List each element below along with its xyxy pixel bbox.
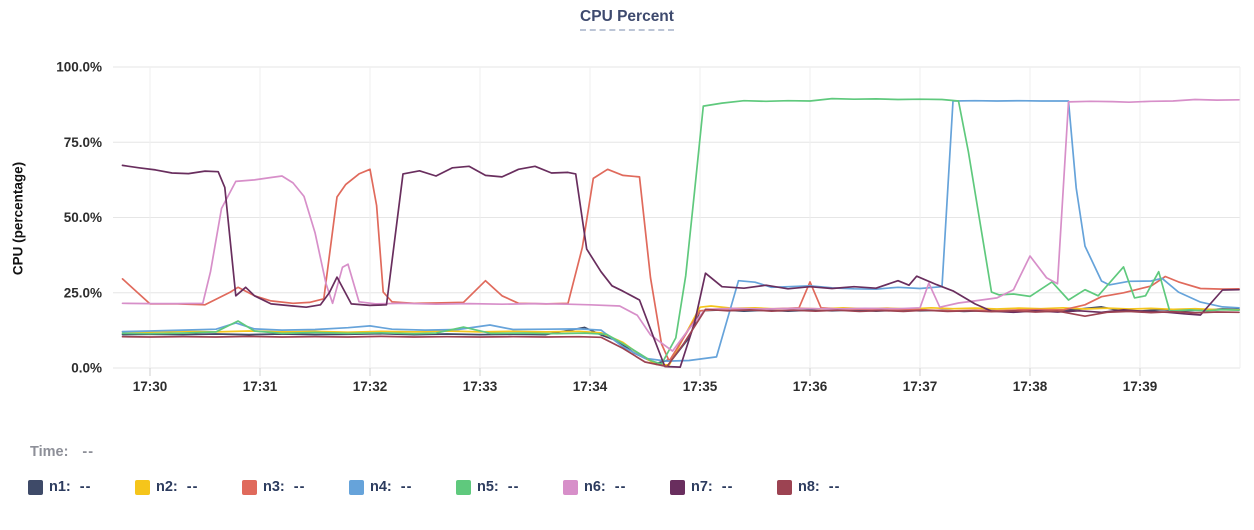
legend-label-n2: n2: — [156, 479, 178, 495]
x-tick-label: 17:32 — [353, 379, 388, 394]
y-tick-label: 0.0% — [71, 361, 102, 376]
legend-swatch-n1 — [28, 479, 43, 495]
x-tick-label: 17:37 — [903, 379, 938, 394]
legend-swatch-n7 — [670, 479, 685, 495]
time-readout-value: -- — [82, 444, 95, 460]
chart-title[interactable]: CPU Percent — [580, 8, 674, 31]
series-line-n8 — [121, 308, 1240, 368]
legend-swatch-n4 — [349, 479, 364, 495]
legend-swatch-n2 — [135, 479, 150, 495]
legend-label-n4: n4: — [370, 479, 392, 495]
legend-item-n8[interactable]: n8: -- — [777, 479, 868, 495]
legend-label-n3: n3: — [263, 479, 285, 495]
legend-label-n1: n1: — [49, 479, 71, 495]
legend-label-n8: n8: — [798, 479, 820, 495]
legend-value-n3: -- — [293, 479, 306, 495]
legend-label-n7: n7: — [691, 479, 713, 495]
legend-value-n6: -- — [614, 479, 627, 495]
time-readout-label: Time: — [30, 444, 69, 460]
chart-legend: n1: -- n2: -- n3: -- n4: -- n5: -- n6: -- n7: -- n8: -- — [28, 479, 884, 495]
legend-swatch-n8 — [777, 479, 792, 495]
series-line-n6 — [121, 98, 1240, 352]
legend-swatch-n3 — [242, 479, 257, 495]
legend-swatch-n5 — [456, 479, 471, 495]
series-line-n3 — [121, 168, 1240, 362]
legend-item-n2[interactable]: n2: -- — [135, 479, 226, 495]
chart-header: CPU Percent — [0, 8, 1254, 31]
x-tick-label: 17:39 — [1123, 379, 1158, 394]
legend-value-n7: -- — [721, 479, 734, 495]
y-tick-label: 75.0% — [64, 135, 102, 150]
x-tick-label: 17:36 — [793, 379, 828, 394]
legend-value-n8: -- — [828, 479, 841, 495]
x-axis: 17:30 17:31 17:32 17:33 17:34 17:35 17:36 17:37… — [133, 67, 1241, 394]
x-tick-label: 17:34 — [573, 379, 608, 394]
series-line-n5 — [121, 97, 1240, 365]
x-tick-label: 17:33 — [463, 379, 498, 394]
x-tick-label: 17:38 — [1013, 379, 1048, 394]
legend-item-n4[interactable]: n4: -- — [349, 479, 440, 495]
cpu-percent-chart[interactable]: 0.0% 25.0% 50.0% 75.0% 100.0% 17:30 17:31 17:32… — [0, 0, 1254, 420]
legend-label-n5: n5: — [477, 479, 499, 495]
legend-value-n5: -- — [507, 479, 520, 495]
y-tick-label: 100.0% — [56, 60, 102, 75]
legend-item-n1[interactable]: n1: -- — [28, 479, 119, 495]
legend-item-n5[interactable]: n5: -- — [456, 479, 547, 495]
time-readout: Time: -- — [30, 444, 94, 460]
legend-value-n1: -- — [79, 479, 92, 495]
legend-item-n7[interactable]: n7: -- — [670, 479, 761, 495]
legend-label-n6: n6: — [584, 479, 606, 495]
y-tick-label: 50.0% — [64, 210, 102, 225]
x-tick-label: 17:35 — [683, 379, 718, 394]
series-line-n4 — [121, 99, 1240, 362]
x-tick-label: 17:31 — [243, 379, 278, 394]
legend-value-n2: -- — [186, 479, 199, 495]
legend-item-n3[interactable]: n3: -- — [242, 479, 333, 495]
legend-swatch-n6 — [563, 479, 578, 495]
legend-item-n6[interactable]: n6: -- — [563, 479, 654, 495]
legend-value-n4: -- — [400, 479, 413, 495]
y-axis: 0.0% 25.0% 50.0% 75.0% 100.0% — [56, 60, 1240, 376]
series-line-n2 — [121, 305, 1240, 366]
x-tick-label: 17:30 — [133, 379, 168, 394]
series-lines — [121, 97, 1240, 368]
series-line-n1 — [121, 306, 1240, 365]
y-tick-label: 25.0% — [64, 285, 102, 300]
